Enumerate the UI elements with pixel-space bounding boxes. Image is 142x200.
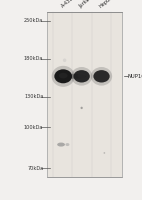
Text: Jurkat: Jurkat — [78, 0, 93, 9]
Text: NUP160: NUP160 — [127, 74, 142, 79]
Text: 130kDa: 130kDa — [24, 94, 43, 99]
Text: A-431: A-431 — [60, 0, 74, 9]
Ellipse shape — [104, 152, 105, 154]
Text: 180kDa: 180kDa — [24, 56, 43, 61]
Ellipse shape — [59, 74, 86, 79]
Text: HepG2: HepG2 — [98, 0, 114, 9]
Ellipse shape — [52, 66, 75, 87]
Ellipse shape — [57, 143, 65, 147]
Ellipse shape — [81, 107, 83, 109]
Ellipse shape — [97, 73, 106, 78]
Text: 100kDa: 100kDa — [24, 125, 43, 130]
Text: 70kDa: 70kDa — [27, 166, 43, 171]
Ellipse shape — [59, 73, 68, 78]
Ellipse shape — [74, 70, 90, 83]
Ellipse shape — [93, 70, 110, 83]
Ellipse shape — [71, 67, 92, 86]
Ellipse shape — [65, 143, 69, 146]
Ellipse shape — [91, 67, 112, 86]
Text: 250kDa: 250kDa — [24, 18, 43, 23]
Ellipse shape — [54, 69, 72, 83]
Ellipse shape — [78, 73, 86, 78]
Bar — [47, 12, 122, 177]
Ellipse shape — [63, 58, 66, 62]
